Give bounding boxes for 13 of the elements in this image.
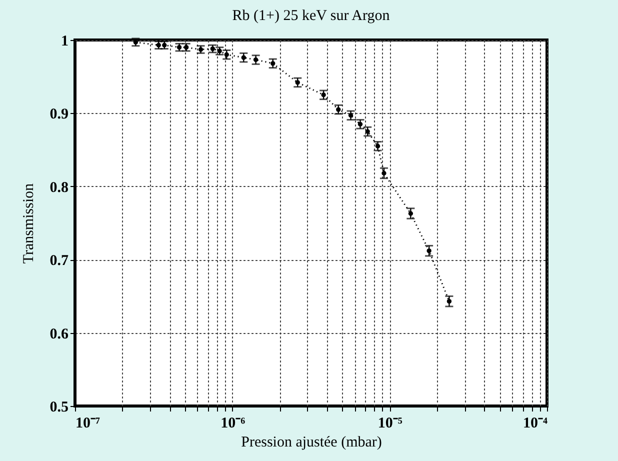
y-tick-label: 0.8 bbox=[50, 180, 68, 196]
y-tick-label: 0.6 bbox=[50, 326, 69, 342]
x-tick-label: 10⁻⁶ bbox=[220, 416, 246, 432]
chart-title: Rb (1+) 25 keV sur Argon bbox=[232, 8, 390, 24]
y-tick-label: 0.7 bbox=[50, 253, 69, 270]
y-axis-title: Transmission bbox=[20, 182, 37, 264]
y-tick-label: 0.5 bbox=[50, 400, 68, 416]
x-axis-title: Pression ajustée (mbar) bbox=[241, 434, 382, 450]
y-tick-label: 0.9 bbox=[50, 106, 68, 123]
y-tick-label: 1 bbox=[61, 34, 68, 50]
x-tick-label: 10⁻⁵ bbox=[378, 416, 403, 432]
x-tick-label: 10⁻⁴ bbox=[523, 416, 548, 432]
x-tick-label: 10⁻⁷ bbox=[76, 416, 100, 432]
